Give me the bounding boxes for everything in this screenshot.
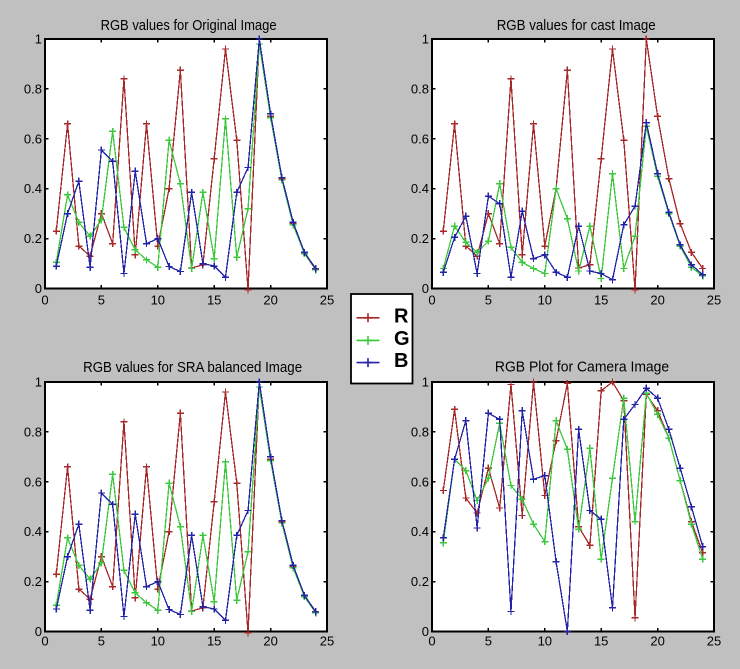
svg-text:15: 15	[207, 293, 221, 308]
svg-text:10: 10	[151, 634, 165, 649]
svg-text:0: 0	[41, 634, 48, 649]
svg-text:15: 15	[594, 293, 608, 308]
svg-text:RGB values for SRA balanced Im: RGB values for SRA balanced Image	[83, 359, 302, 376]
svg-text:0.6: 0.6	[24, 474, 42, 489]
svg-text:0: 0	[35, 624, 42, 639]
svg-text:0.2: 0.2	[24, 231, 42, 246]
svg-text:0.4: 0.4	[411, 181, 429, 196]
svg-text:0: 0	[422, 281, 429, 296]
svg-text:0.8: 0.8	[411, 424, 429, 439]
svg-text:10: 10	[151, 293, 165, 308]
svg-text:0.2: 0.2	[411, 231, 429, 246]
svg-text:1: 1	[35, 375, 42, 390]
svg-text:5: 5	[98, 634, 105, 649]
svg-text:RGB Plot for Camera Image: RGB Plot for Camera Image	[495, 359, 669, 376]
svg-text:10: 10	[538, 634, 552, 649]
svg-text:0.8: 0.8	[24, 81, 42, 96]
svg-text:5: 5	[98, 293, 105, 308]
svg-text:25: 25	[320, 634, 334, 649]
svg-text:0.6: 0.6	[411, 474, 429, 489]
svg-text:1: 1	[422, 32, 429, 47]
svg-text:0.4: 0.4	[411, 524, 429, 539]
svg-text:0: 0	[35, 281, 42, 296]
svg-text:0: 0	[428, 634, 435, 649]
svg-text:0.4: 0.4	[24, 181, 42, 196]
svg-text:0: 0	[41, 293, 48, 308]
svg-text:25: 25	[707, 293, 721, 308]
svg-text:G: G	[394, 328, 410, 350]
svg-text:0.2: 0.2	[411, 574, 429, 589]
svg-text:B: B	[394, 350, 408, 372]
svg-text:0: 0	[422, 624, 429, 639]
svg-text:0.8: 0.8	[24, 424, 42, 439]
svg-text:1: 1	[35, 32, 42, 47]
svg-text:0: 0	[428, 293, 435, 308]
svg-text:RGB values for Original Image: RGB values for Original Image	[101, 17, 277, 34]
svg-text:0.6: 0.6	[24, 131, 42, 146]
svg-text:20: 20	[650, 293, 664, 308]
svg-text:0.8: 0.8	[411, 81, 429, 96]
svg-text:20: 20	[263, 634, 277, 649]
svg-text:1: 1	[422, 375, 429, 390]
svg-text:15: 15	[207, 634, 221, 649]
svg-text:0.6: 0.6	[411, 131, 429, 146]
svg-text:15: 15	[594, 634, 608, 649]
svg-text:0.2: 0.2	[24, 574, 42, 589]
svg-text:RGB values for cast Image: RGB values for cast Image	[497, 17, 656, 34]
svg-text:R: R	[394, 305, 409, 327]
svg-text:25: 25	[320, 293, 334, 308]
svg-text:5: 5	[485, 293, 492, 308]
svg-text:20: 20	[650, 634, 664, 649]
svg-text:20: 20	[263, 293, 277, 308]
svg-text:0.4: 0.4	[24, 524, 42, 539]
svg-text:5: 5	[485, 634, 492, 649]
svg-text:10: 10	[538, 293, 552, 308]
svg-text:25: 25	[707, 634, 721, 649]
